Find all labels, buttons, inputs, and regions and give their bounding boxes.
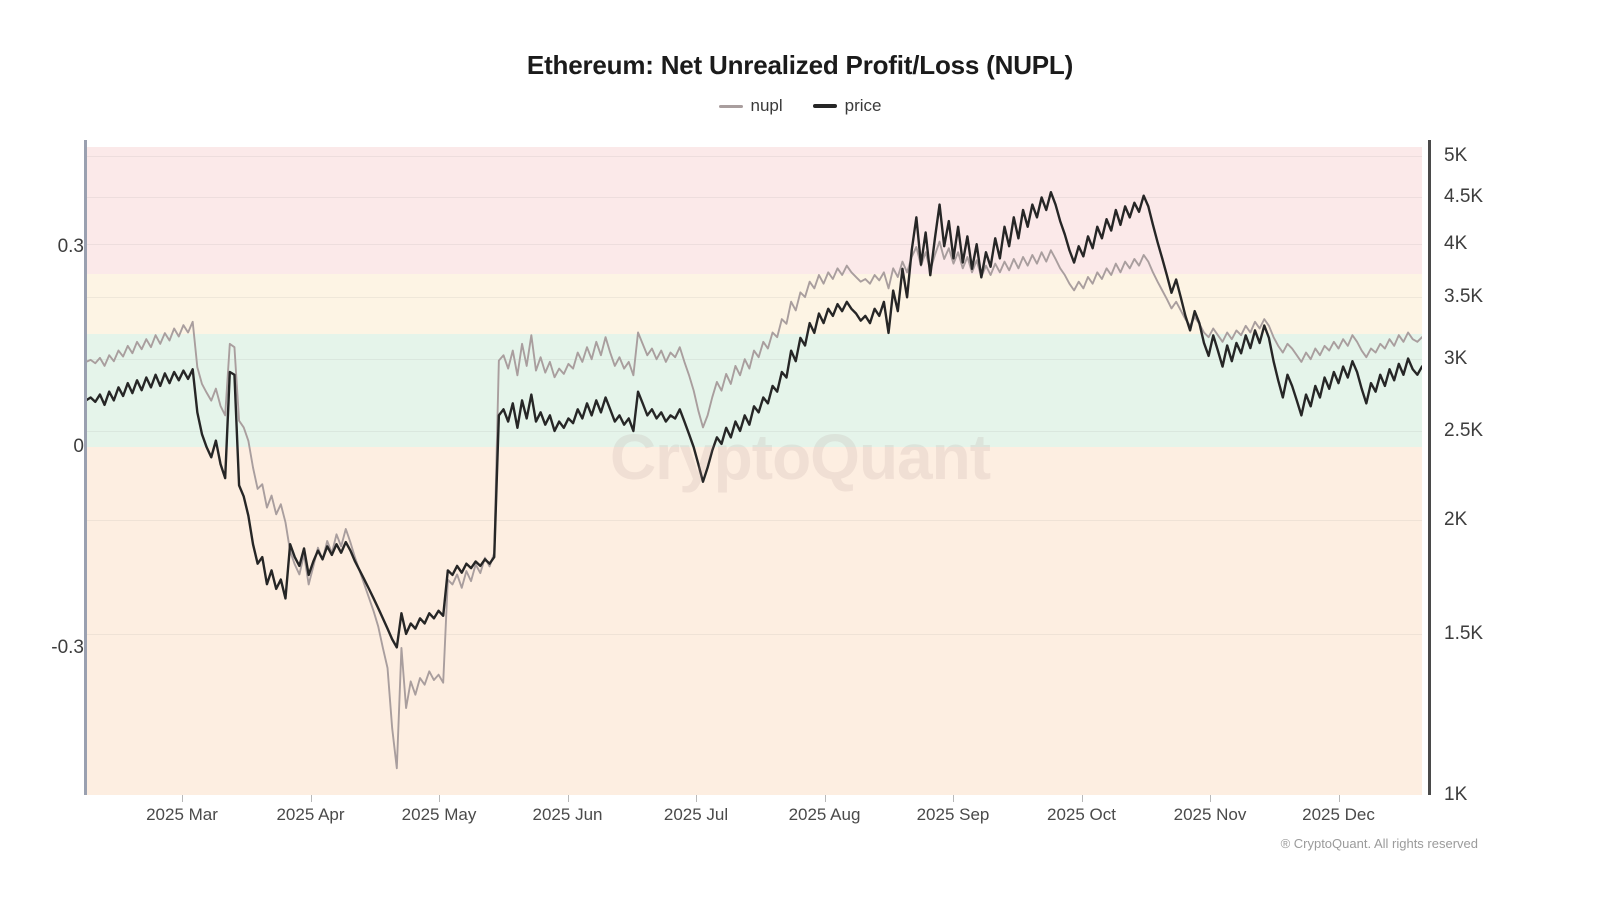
chart-legend: nupl price <box>0 96 1600 116</box>
x-axis-tick-2025-mar: 2025 Mar <box>146 805 218 824</box>
x-axis-tick-2025-apr: 2025 Apr <box>276 805 345 824</box>
right-axis-tick-3.5K: 3.5K <box>1444 286 1484 308</box>
left-axis-tick-0.3: 0.3 <box>57 235 84 257</box>
gridline <box>86 358 1422 360</box>
right-axis-tick-4K: 4K <box>1444 233 1468 255</box>
zone-band-euphoria-greed <box>86 146 1422 274</box>
x-axis-tick-2025-jul: 2025 Jul <box>663 805 729 824</box>
x-axis-tickmark <box>824 795 826 802</box>
x-axis-tickmark <box>696 795 697 802</box>
x-axis-tickmark <box>567 795 569 802</box>
right-axis-tick-4.5K: 4.5K <box>1444 186 1484 208</box>
x-axis-tick-2025-may: 2025 May <box>401 805 477 824</box>
left-axis-line <box>84 140 87 795</box>
x-axis-tick-2025-dec: 2025 Dec <box>1302 805 1375 824</box>
right-axis-line <box>1428 140 1431 795</box>
x-axis-tick-2025-oct: 2025 Oct <box>1047 805 1116 824</box>
gridline <box>86 519 1422 521</box>
zone-band-capitulation <box>86 447 1422 795</box>
x-axis-tick-2025-sep: 2025 Sep <box>916 805 990 824</box>
x-axis-tickmark <box>439 795 440 802</box>
right-axis-tick-2.5K: 2.5K <box>1444 419 1484 441</box>
right-axis-tick-1.5K: 1.5K <box>1444 622 1484 644</box>
right-axis-tick-3K: 3K <box>1444 347 1468 369</box>
right-axis-tick-1K: 1K <box>1444 784 1468 805</box>
gridline <box>86 297 1422 299</box>
legend-label-nupl: nupl <box>750 96 783 115</box>
plot-area[interactable] <box>86 140 1422 795</box>
x-axis-tickmark <box>953 795 954 802</box>
gridline <box>86 197 1422 199</box>
right-axis-tick-5K: 5K <box>1444 144 1468 166</box>
series-line-nupl <box>86 242 1422 769</box>
legend-item-price[interactable]: price <box>812 96 882 116</box>
legend-swatch-price <box>812 104 837 108</box>
right-axis-tick-2K: 2K <box>1444 508 1468 530</box>
gridline <box>86 430 1422 432</box>
legend-item-nupl[interactable]: nupl <box>718 96 783 116</box>
x-axis-tickmark <box>310 795 312 802</box>
left-axis-tick--0.3: -0.3 <box>51 636 84 658</box>
x-axis-tick-2025-nov: 2025 Nov <box>1173 805 1247 824</box>
x-axis-tickmark <box>1338 795 1340 802</box>
x-axis-tickmark <box>1081 795 1083 802</box>
gridline <box>86 155 1422 157</box>
x-axis-tickmark <box>182 795 183 802</box>
x-axis-tick-2025-aug: 2025 Aug <box>788 805 861 824</box>
legend-swatch-nupl <box>718 104 743 108</box>
x-axis-tickmark <box>1210 795 1211 802</box>
x-axis-tick-2025-jun: 2025 Jun <box>532 805 603 824</box>
series-canvas <box>86 140 1422 795</box>
left-axis-tick-0: 0 <box>73 436 84 458</box>
series-line-price <box>86 192 1422 647</box>
gridline <box>86 244 1422 246</box>
page-title: Ethereum: Net Unrealized Profit/Loss (NU… <box>526 50 1074 80</box>
footer-attribution: ® CryptoQuant. All rights reserved <box>1280 836 1478 851</box>
gridline <box>86 633 1422 635</box>
legend-label-price: price <box>844 96 882 115</box>
